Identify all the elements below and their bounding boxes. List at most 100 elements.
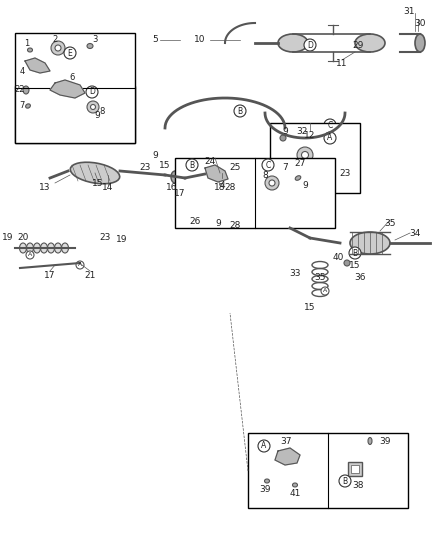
Text: 3: 3 [92,36,98,44]
Ellipse shape [295,176,301,180]
Circle shape [265,176,279,190]
Text: 34: 34 [410,229,420,238]
Circle shape [64,47,76,59]
Circle shape [349,247,361,259]
Text: E: E [67,49,72,58]
Text: 30: 30 [414,19,426,28]
Text: A: A [327,133,332,142]
Text: 38: 38 [352,481,364,489]
Ellipse shape [293,483,297,487]
Bar [348,462,362,476]
Circle shape [26,251,34,259]
Text: 7: 7 [282,164,288,173]
Text: 13: 13 [39,183,51,192]
Circle shape [304,39,316,51]
Text: 17: 17 [44,271,56,279]
Text: 23: 23 [139,164,151,173]
Text: 15: 15 [349,261,361,270]
Ellipse shape [87,44,93,49]
Circle shape [324,119,336,131]
Text: 15: 15 [159,160,171,169]
Ellipse shape [350,232,390,254]
Text: 6: 6 [69,74,75,83]
Text: B: B [353,248,357,257]
Circle shape [339,475,351,487]
Text: 5: 5 [152,36,158,44]
Circle shape [221,172,227,178]
Text: 28: 28 [224,183,236,192]
Text: 41: 41 [290,489,301,497]
Ellipse shape [20,243,27,253]
Ellipse shape [61,243,68,253]
Text: 11: 11 [336,59,348,68]
Ellipse shape [23,86,29,94]
Text: 36: 36 [354,273,366,282]
Text: 12: 12 [304,131,316,140]
Circle shape [234,105,246,117]
Text: 15: 15 [304,303,316,312]
Text: 9: 9 [302,181,308,190]
Text: 21: 21 [84,271,95,279]
Circle shape [297,147,313,163]
Ellipse shape [25,104,30,108]
Text: 16: 16 [166,183,178,192]
Bar [15,86,135,143]
Ellipse shape [415,34,425,52]
Text: 15: 15 [92,180,104,189]
Bar [175,158,335,228]
Ellipse shape [171,171,179,183]
Ellipse shape [206,167,214,179]
Bar [248,433,408,508]
Circle shape [269,180,275,186]
Text: 28: 28 [230,221,241,230]
Text: 23: 23 [99,233,111,243]
Ellipse shape [27,243,33,253]
Text: B: B [237,107,243,116]
Polygon shape [275,448,300,465]
Circle shape [321,287,329,295]
Text: 27: 27 [294,158,306,167]
Bar [351,465,359,473]
Text: D: D [307,41,313,50]
Text: 8: 8 [99,108,105,117]
Text: 14: 14 [102,183,114,192]
Text: 37: 37 [280,437,292,446]
Text: 22: 22 [15,85,25,94]
Polygon shape [50,80,85,98]
Ellipse shape [40,243,47,253]
Text: B: B [190,160,194,169]
Text: 1: 1 [25,38,30,47]
Text: 9: 9 [152,150,158,159]
Circle shape [76,261,84,269]
Circle shape [262,159,274,171]
Text: 39: 39 [379,437,391,446]
Circle shape [91,104,95,109]
Ellipse shape [265,479,269,483]
Bar [270,123,360,193]
Text: C: C [327,120,332,130]
Text: 35: 35 [384,219,396,228]
Ellipse shape [355,34,385,52]
Circle shape [51,41,65,55]
Circle shape [258,440,270,452]
Text: 8: 8 [262,171,268,180]
Circle shape [280,135,286,141]
Circle shape [301,151,308,158]
Text: 20: 20 [18,233,28,243]
Polygon shape [205,165,228,182]
Text: 26: 26 [189,216,201,225]
Text: 33: 33 [289,269,301,278]
Polygon shape [25,58,50,73]
Text: 2: 2 [53,36,58,44]
Text: 19: 19 [2,233,14,243]
Ellipse shape [71,162,120,184]
Ellipse shape [278,34,308,52]
Text: 29: 29 [352,41,364,50]
Text: 31: 31 [403,6,415,15]
Circle shape [87,101,99,113]
Text: 19: 19 [116,236,128,245]
Bar [15,33,135,143]
Ellipse shape [368,438,372,445]
Circle shape [186,159,198,171]
Text: D: D [89,87,95,96]
